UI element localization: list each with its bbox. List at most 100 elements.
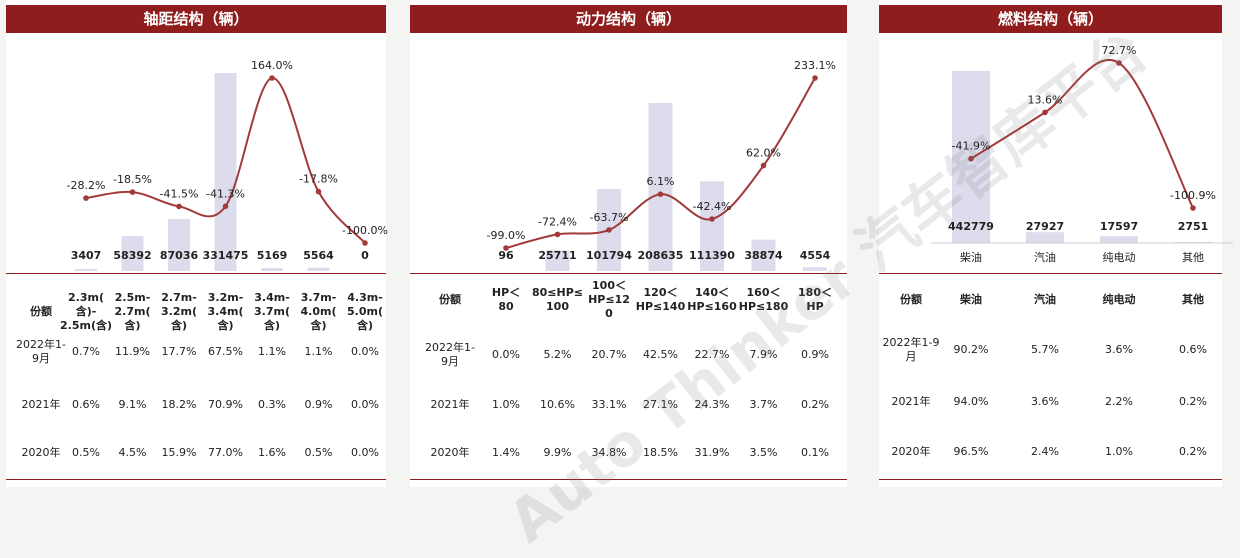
value-label-6: 4554 — [800, 249, 831, 262]
table-cell-0-3: 42.5% — [643, 348, 678, 362]
growth-line — [971, 60, 1193, 208]
table-header-5: 160＜HP≤180 — [739, 286, 788, 314]
power-title: 动力结构（辆） — [410, 5, 847, 33]
power-divider-top — [410, 273, 847, 274]
table-row-label-2: 2020年 — [892, 445, 931, 459]
value-label-0: 442779 — [948, 220, 994, 233]
growth-label-0: -41.9% — [952, 140, 991, 153]
table-cell-1-1: 9.1% — [119, 398, 147, 412]
growth-label-2: -63.7% — [590, 211, 629, 224]
table-header-1: 2.5m-2.7m(含) — [115, 291, 151, 333]
growth-point-6 — [362, 240, 368, 246]
table-cell-1-0: 94.0% — [954, 395, 989, 409]
growth-point-5 — [761, 163, 767, 169]
growth-label-1: 13.6% — [1028, 93, 1063, 106]
bar-2 — [168, 219, 190, 271]
table-cell-2-2: 15.9% — [162, 446, 197, 460]
growth-point-2 — [176, 204, 182, 210]
table-cell-1-1: 10.6% — [540, 398, 575, 412]
growth-point-5 — [316, 189, 322, 195]
table-cell-2-0: 1.4% — [492, 446, 520, 460]
wheelbase-title: 轴距结构（辆） — [6, 5, 386, 33]
table-header-2: 纯电动 — [1103, 293, 1136, 307]
growth-label-3: -100.9% — [1170, 189, 1216, 202]
table-cell-2-6: 0.0% — [351, 446, 379, 460]
table-cell-0-4: 22.7% — [695, 348, 730, 362]
table-cell-0-3: 67.5% — [208, 345, 243, 359]
table-cell-1-2: 18.2% — [162, 398, 197, 412]
growth-label-0: -99.0% — [487, 229, 526, 242]
table-cell-0-1: 11.9% — [115, 345, 150, 359]
table-cell-2-1: 2.4% — [1031, 445, 1059, 459]
growth-point-0 — [968, 156, 974, 162]
fuel-divider-top — [879, 273, 1222, 274]
table-cell-2-1: 4.5% — [119, 446, 147, 460]
value-label-3: 208635 — [638, 249, 684, 262]
table-cell-0-2: 3.6% — [1105, 343, 1133, 357]
value-label-2: 101794 — [586, 249, 632, 262]
table-cell-2-3: 77.0% — [208, 446, 243, 460]
value-label-2: 87036 — [160, 249, 199, 262]
growth-point-3 — [658, 191, 664, 197]
table-cell-0-5: 1.1% — [305, 345, 333, 359]
value-label-3: 2751 — [1178, 220, 1209, 233]
table-cell-2-4: 1.6% — [258, 446, 286, 460]
table-cell-1-0: 1.0% — [492, 398, 520, 412]
table-cell-1-3: 0.2% — [1179, 395, 1207, 409]
table-header-2: 2.7m-3.2m(含) — [161, 291, 197, 333]
growth-label-3: 6.1% — [647, 175, 675, 188]
table-header-3: 其他 — [1182, 293, 1204, 307]
table-header-3: 120＜HP≤140 — [636, 286, 685, 314]
growth-point-2 — [1116, 60, 1122, 66]
table-cell-2-3: 18.5% — [643, 446, 678, 460]
value-label-1: 27927 — [1026, 220, 1064, 233]
value-label-6: 0 — [361, 249, 369, 262]
table-cell-2-1: 9.9% — [544, 446, 572, 460]
growth-point-4 — [269, 75, 275, 81]
table-header-0: 2.3m(含)-2.5m(含) — [60, 291, 112, 333]
table-header-5: 3.7m-4.0m(含) — [301, 291, 337, 333]
growth-label-3: -41.3% — [206, 187, 245, 200]
category-label-1: 汽油 — [1034, 250, 1056, 264]
wheelbase-divider-top — [6, 273, 386, 274]
table-row-label-0: 2022年1-9月 — [16, 338, 66, 366]
table-cell-1-5: 0.9% — [305, 398, 333, 412]
table-cell-2-5: 0.5% — [305, 446, 333, 460]
table-cell-2-3: 0.2% — [1179, 445, 1207, 459]
value-label-4: 5169 — [257, 249, 288, 262]
table-header-0: HP＜80 — [492, 286, 520, 314]
table-cell-2-2: 1.0% — [1105, 445, 1133, 459]
table-header-4: 3.4m-3.7m(含) — [254, 291, 290, 333]
growth-label-6: -100.0% — [342, 224, 388, 237]
table-cell-1-3: 27.1% — [643, 398, 678, 412]
growth-point-1 — [130, 189, 136, 195]
category-label-2: 纯电动 — [1103, 251, 1136, 264]
table-header-0: 柴油 — [960, 293, 982, 307]
value-label-0: 3407 — [71, 249, 102, 262]
growth-label-5: -17.8% — [299, 173, 338, 186]
fuel-title: 燃料结构（辆） — [879, 5, 1222, 33]
table-header-3: 3.2m-3.4m(含) — [208, 291, 244, 333]
table-cell-0-0: 0.7% — [72, 345, 100, 359]
growth-label-4: -42.4% — [693, 200, 732, 213]
table-cell-1-4: 24.3% — [695, 398, 730, 412]
table-cell-0-6: 0.9% — [801, 348, 829, 362]
table-cell-1-0: 0.6% — [72, 398, 100, 412]
table-cell-0-3: 0.6% — [1179, 343, 1207, 357]
bar-2 — [1100, 236, 1138, 243]
growth-point-3 — [1190, 205, 1196, 211]
wheelbase-chart: -28.2%-18.5%-41.5%-41.3%164.0%-17.8%-100… — [6, 33, 386, 273]
category-label-3: 其他 — [1182, 251, 1204, 264]
value-label-5: 38874 — [744, 249, 783, 262]
table-cell-1-6: 0.2% — [801, 398, 829, 412]
value-label-3: 331475 — [203, 249, 249, 262]
fuel-divider-bottom — [879, 479, 1222, 480]
growth-point-1 — [1042, 110, 1048, 116]
bar-3 — [215, 73, 237, 271]
growth-point-6 — [812, 75, 818, 81]
table-cell-0-0: 90.2% — [954, 343, 989, 357]
value-label-0: 96 — [498, 249, 514, 262]
